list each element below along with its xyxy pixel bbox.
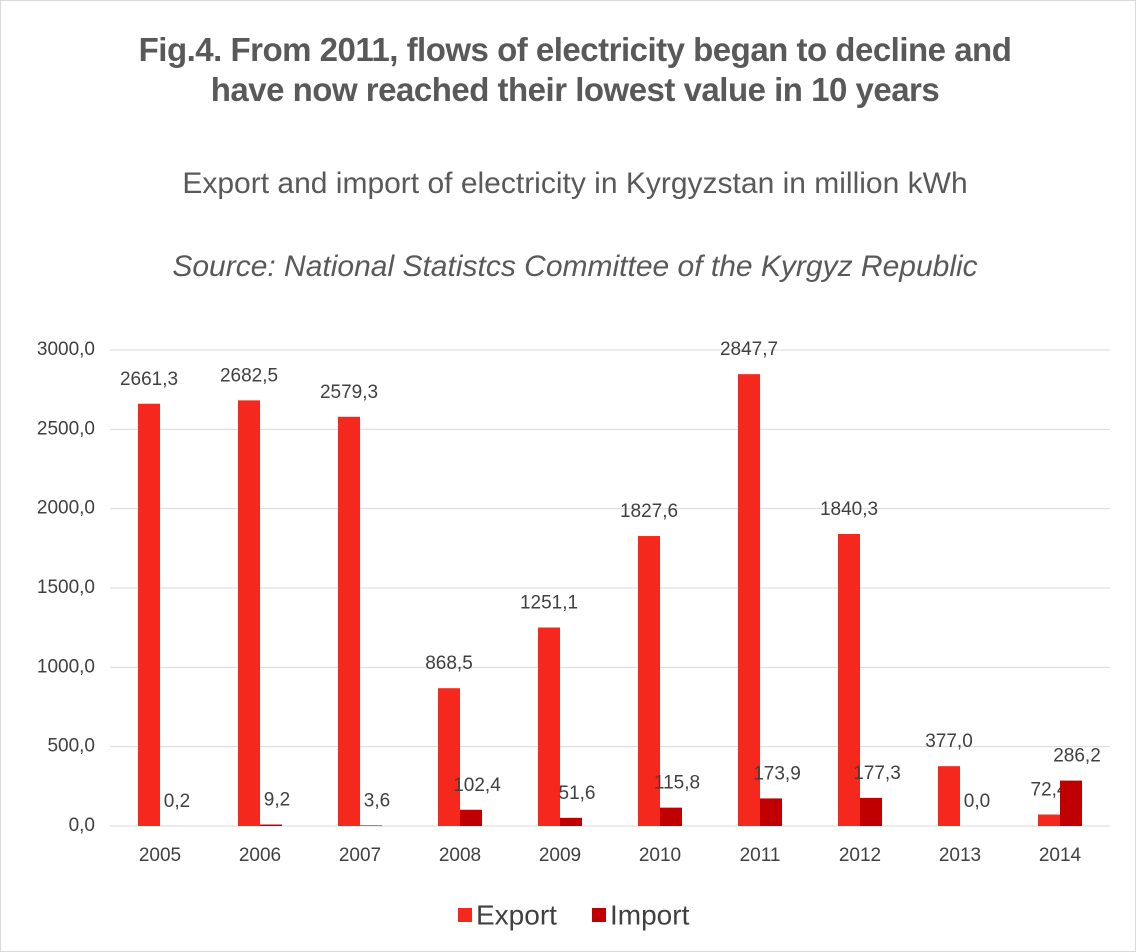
x-tick-label: 2011 <box>740 845 781 866</box>
value-label: 377,0 <box>925 731 973 752</box>
value-label: 51,6 <box>559 783 596 804</box>
x-tick-label: 2005 <box>139 845 181 866</box>
legend-swatch <box>458 908 472 922</box>
bar <box>860 797 882 826</box>
bar <box>360 825 382 826</box>
value-label: 115,8 <box>654 773 700 794</box>
y-tick-label: 1000,0 <box>37 656 95 677</box>
bar <box>538 627 560 826</box>
bar <box>760 798 782 826</box>
value-label: 1827,6 <box>620 501 678 522</box>
y-tick-label: 500,0 <box>47 736 95 757</box>
bar <box>638 536 660 826</box>
bar <box>460 809 482 826</box>
bar <box>560 817 582 826</box>
y-tick-label: 1500,0 <box>37 577 95 598</box>
bar <box>838 534 860 826</box>
legend-label: Import <box>610 899 690 930</box>
chart-title: Fig.4. From 2011, flows of electricity b… <box>138 31 1012 108</box>
value-label: 0,0 <box>964 791 990 812</box>
value-label: 2847,7 <box>720 339 778 360</box>
value-label: 1251,1 <box>520 593 578 614</box>
chart-subtitle: Export and import of electricity in Kyrg… <box>182 167 968 200</box>
value-label: 9,2 <box>264 790 290 811</box>
x-tick-label: 2014 <box>1039 845 1082 866</box>
bar <box>1038 814 1060 826</box>
value-label: 72,4 <box>1031 780 1068 801</box>
x-tick-label: 2007 <box>339 845 381 866</box>
bar <box>938 766 960 826</box>
y-tick-label: 2000,0 <box>37 498 95 519</box>
x-tick-label: 2010 <box>639 845 681 866</box>
bar <box>138 403 160 826</box>
x-tick-label: 2006 <box>239 845 281 866</box>
chart-source: Source: National Statistcs Committee of … <box>172 250 978 283</box>
y-tick-label: 2500,0 <box>37 418 95 439</box>
bar <box>438 688 460 826</box>
bar <box>238 400 260 826</box>
x-tick-label: 2013 <box>939 845 981 866</box>
bar <box>260 824 282 826</box>
value-label: 286,2 <box>1053 746 1101 767</box>
value-label: 3,6 <box>364 790 390 811</box>
value-label: 173,9 <box>753 763 801 784</box>
bar <box>660 807 682 826</box>
legend-swatch <box>592 908 606 922</box>
value-label: 1840,3 <box>820 499 878 520</box>
value-label: 2682,5 <box>220 365 278 386</box>
value-label: 0,2 <box>164 791 190 812</box>
bar <box>1060 780 1082 826</box>
value-label: 868,5 <box>425 653 473 674</box>
value-label: 177,3 <box>853 763 901 784</box>
y-tick-label: 3000,0 <box>37 339 95 360</box>
x-tick-label: 2012 <box>839 845 881 866</box>
value-label: 2579,3 <box>320 382 378 403</box>
x-tick-label: 2009 <box>539 845 581 866</box>
value-label: 2661,3 <box>120 369 178 390</box>
bar <box>338 416 360 826</box>
y-tick-label: 0,0 <box>69 815 95 836</box>
legend-label: Export <box>476 899 557 930</box>
bar <box>738 374 760 826</box>
x-tick-label: 2008 <box>439 845 481 866</box>
value-label: 102,4 <box>453 775 501 796</box>
